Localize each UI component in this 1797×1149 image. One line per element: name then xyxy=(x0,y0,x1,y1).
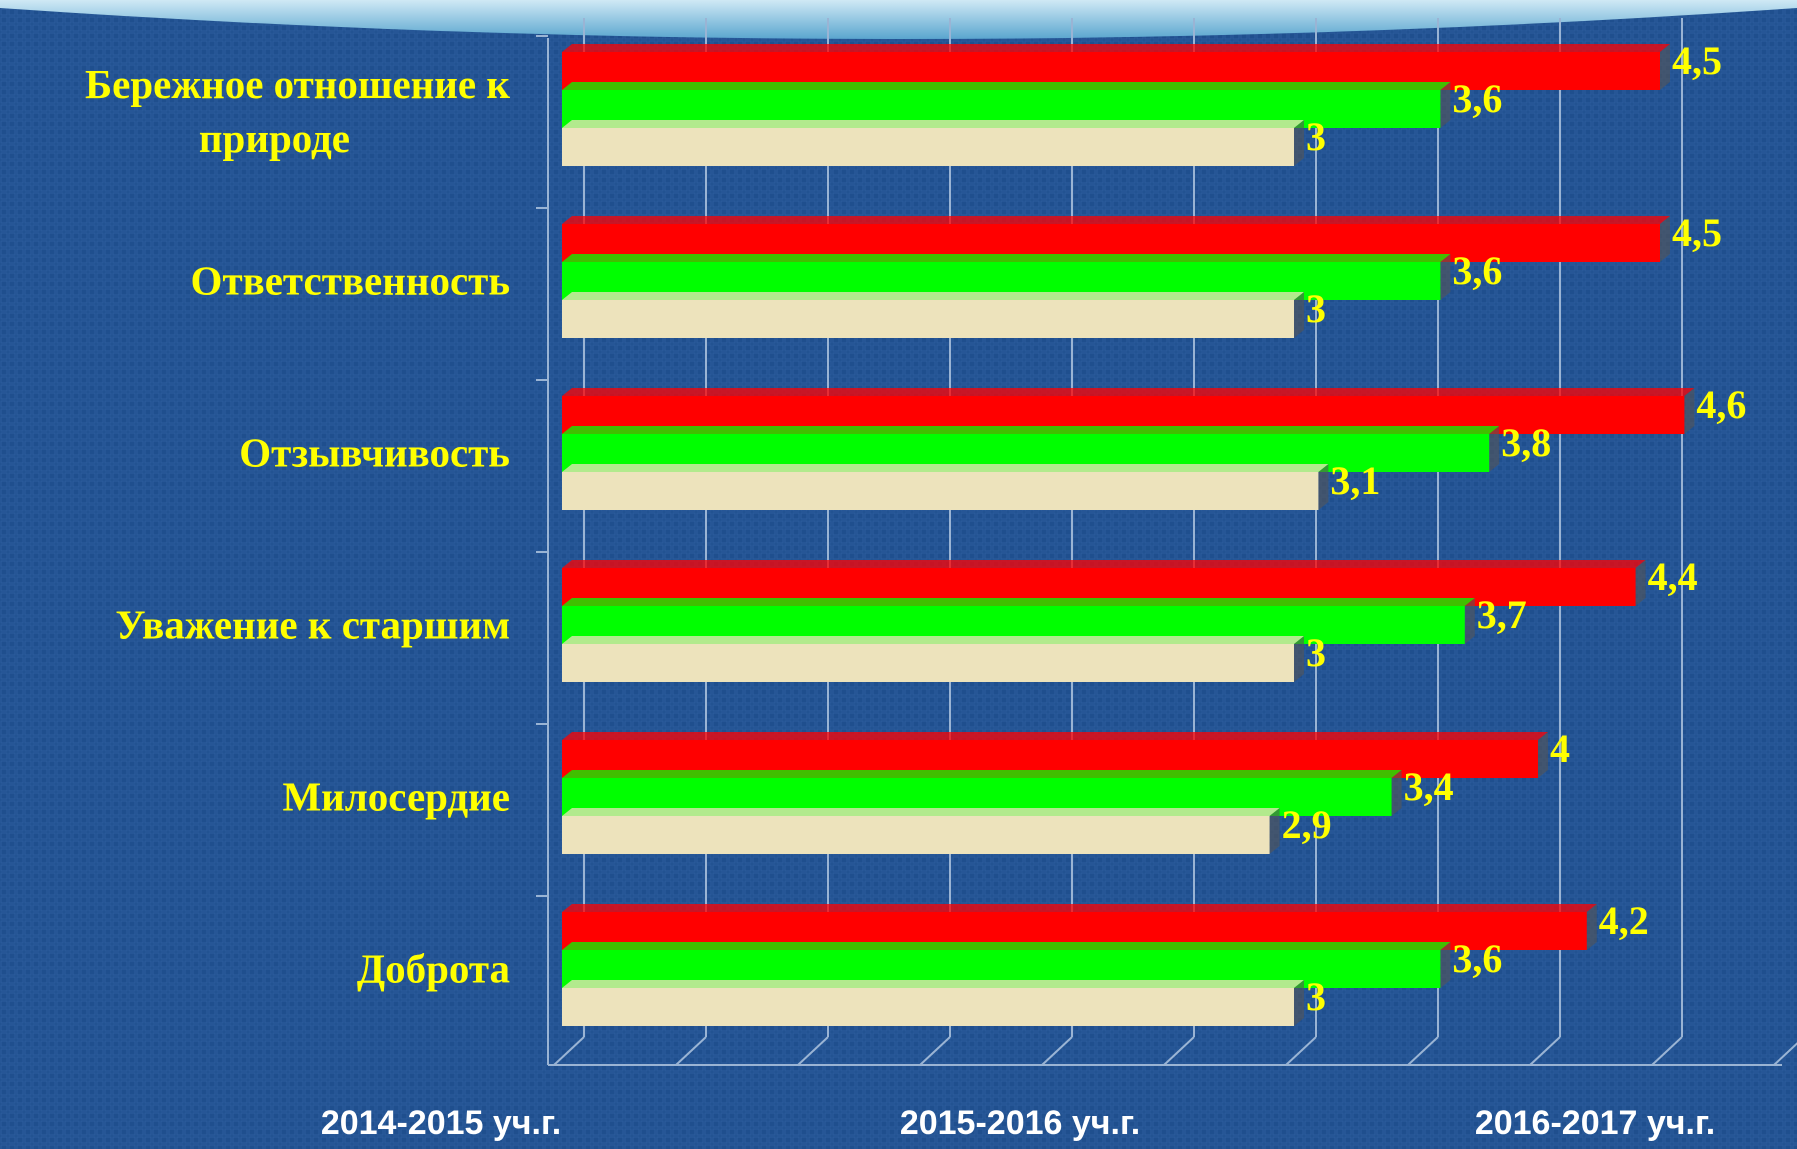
bar-side xyxy=(1294,120,1304,166)
legend-label: 2016-2017 уч.г. xyxy=(1475,1104,1715,1142)
bar xyxy=(562,472,1319,510)
value-label: 3,8 xyxy=(1501,420,1551,465)
bar-top xyxy=(562,216,1670,224)
bar-top xyxy=(562,292,1304,300)
grid-line xyxy=(919,1036,951,1066)
value-label: 3 xyxy=(1306,286,1326,331)
bar-side xyxy=(1440,254,1451,300)
bar xyxy=(562,128,1294,166)
value-label: 3,1 xyxy=(1330,458,1380,503)
grid-line xyxy=(1651,1036,1683,1066)
bar-side xyxy=(1294,636,1304,682)
bar-top xyxy=(562,388,1695,396)
bar-top xyxy=(562,904,1597,912)
bar-side xyxy=(1586,904,1597,950)
value-label: 4,2 xyxy=(1599,898,1649,943)
grid-line xyxy=(1163,1036,1195,1066)
bar-side xyxy=(1538,732,1548,778)
bar-side xyxy=(1635,560,1646,606)
value-label: 4,4 xyxy=(1648,554,1698,599)
bar-top xyxy=(562,636,1304,644)
bar-side xyxy=(1660,44,1670,90)
bar-side xyxy=(1440,942,1451,988)
grid-line xyxy=(553,1036,585,1066)
legend-label: 2014-2015 уч.г. xyxy=(321,1104,561,1142)
header-arc xyxy=(0,0,1797,39)
value-label: 4,6 xyxy=(1696,382,1746,427)
value-label: 3 xyxy=(1306,114,1326,159)
value-label: 4,5 xyxy=(1672,210,1722,255)
bar xyxy=(562,644,1294,682)
bar-side xyxy=(1440,82,1451,128)
value-label: 3 xyxy=(1306,974,1326,1019)
bar-top xyxy=(562,980,1304,988)
bar-top xyxy=(562,464,1329,472)
grid-line xyxy=(675,1036,707,1066)
bar-side xyxy=(1660,216,1670,262)
bar-side xyxy=(1684,388,1695,434)
bar-side xyxy=(1269,808,1280,854)
bar-top xyxy=(562,808,1280,816)
grid-line xyxy=(1407,1036,1439,1066)
bar xyxy=(562,816,1270,854)
bar-side xyxy=(1489,426,1500,472)
value-label: 2,9 xyxy=(1282,802,1332,847)
category-label: Милосердие xyxy=(282,773,510,819)
legend-label: 2015-2016 уч.г. xyxy=(900,1104,1140,1142)
bar xyxy=(562,300,1294,338)
value-label: 3,6 xyxy=(1452,936,1502,981)
grid-line xyxy=(1041,1036,1073,1066)
value-label: 4,5 xyxy=(1672,38,1722,83)
bar-side xyxy=(1294,980,1304,1026)
bar-top xyxy=(562,942,1451,950)
bar-side xyxy=(1391,770,1402,816)
grid-line xyxy=(1285,1036,1317,1066)
value-label: 4 xyxy=(1550,726,1570,771)
bar xyxy=(562,988,1294,1026)
bar-side xyxy=(1464,598,1475,644)
bar-top xyxy=(562,44,1670,52)
bar-top xyxy=(562,770,1402,778)
grid-line xyxy=(1773,1042,1797,1066)
value-label: 3,6 xyxy=(1452,248,1502,293)
bar-top xyxy=(562,120,1304,128)
bar-top xyxy=(562,598,1475,606)
bar-top xyxy=(562,560,1646,568)
category-label: Уважение к старшим xyxy=(115,601,510,647)
bar-top xyxy=(562,82,1451,90)
grid-line xyxy=(1529,1036,1561,1066)
category-label: Бережное отношение к природе xyxy=(85,61,510,161)
grid-line xyxy=(797,1036,829,1066)
value-label: 3,6 xyxy=(1452,76,1502,121)
value-label: 3,7 xyxy=(1477,592,1527,637)
bar-top xyxy=(562,732,1548,740)
value-label: 3 xyxy=(1306,630,1326,675)
category-label: Отзывчивость xyxy=(239,429,510,475)
category-label: Ответственность xyxy=(191,257,510,303)
category-label: Доброта xyxy=(357,945,510,991)
bar-side xyxy=(1318,464,1329,510)
bar-side xyxy=(1294,292,1304,338)
value-label: 3,4 xyxy=(1404,764,1454,809)
bar-top xyxy=(562,426,1500,434)
bar-top xyxy=(562,254,1451,262)
